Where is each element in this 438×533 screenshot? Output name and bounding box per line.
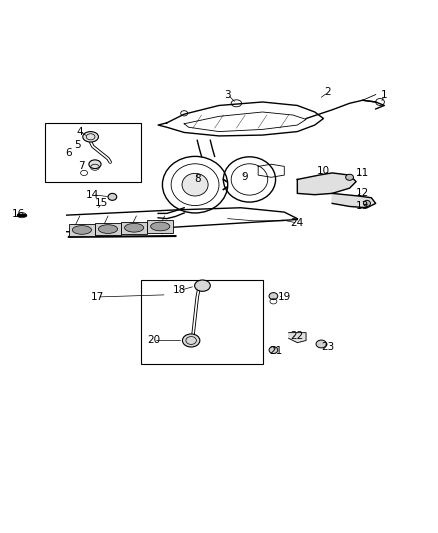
Bar: [95, 223, 121, 235]
Text: 13: 13: [356, 200, 369, 211]
Ellipse shape: [364, 200, 371, 206]
Text: 16: 16: [12, 209, 25, 219]
Polygon shape: [297, 173, 356, 195]
Text: 3: 3: [224, 90, 231, 100]
Text: 20: 20: [147, 335, 160, 345]
Ellipse shape: [151, 222, 170, 231]
Ellipse shape: [194, 280, 210, 292]
Text: 15: 15: [95, 198, 108, 208]
Text: 23: 23: [321, 342, 335, 352]
Ellipse shape: [182, 173, 208, 196]
Text: 22: 22: [291, 331, 304, 341]
Ellipse shape: [269, 293, 278, 300]
Polygon shape: [289, 333, 306, 343]
Ellipse shape: [83, 132, 99, 142]
Bar: [69, 224, 95, 236]
Polygon shape: [332, 193, 376, 208]
Text: 10: 10: [317, 166, 330, 176]
Text: 24: 24: [291, 218, 304, 228]
Text: 11: 11: [356, 168, 369, 178]
Ellipse shape: [316, 340, 326, 348]
Ellipse shape: [124, 223, 144, 232]
Text: 6: 6: [66, 148, 72, 158]
Text: 5: 5: [74, 140, 81, 150]
Bar: [147, 220, 173, 232]
Ellipse shape: [183, 334, 200, 347]
Bar: [45, 123, 141, 182]
Text: 19: 19: [278, 292, 291, 302]
Text: 12: 12: [356, 188, 369, 198]
Text: 1: 1: [381, 90, 388, 100]
Ellipse shape: [89, 160, 101, 168]
Ellipse shape: [346, 174, 353, 180]
Bar: [121, 222, 147, 234]
Text: 17: 17: [91, 292, 104, 302]
Text: 14: 14: [86, 190, 99, 200]
Text: 8: 8: [194, 174, 201, 184]
Text: 21: 21: [269, 346, 282, 357]
Text: 7: 7: [78, 161, 85, 172]
Ellipse shape: [108, 193, 117, 200]
Text: 4: 4: [76, 126, 83, 136]
Text: 18: 18: [173, 286, 187, 295]
Ellipse shape: [72, 225, 92, 235]
Ellipse shape: [269, 346, 278, 353]
Text: 9: 9: [242, 172, 248, 182]
Text: 2: 2: [325, 87, 331, 98]
Bar: [141, 279, 262, 365]
Ellipse shape: [99, 225, 117, 233]
